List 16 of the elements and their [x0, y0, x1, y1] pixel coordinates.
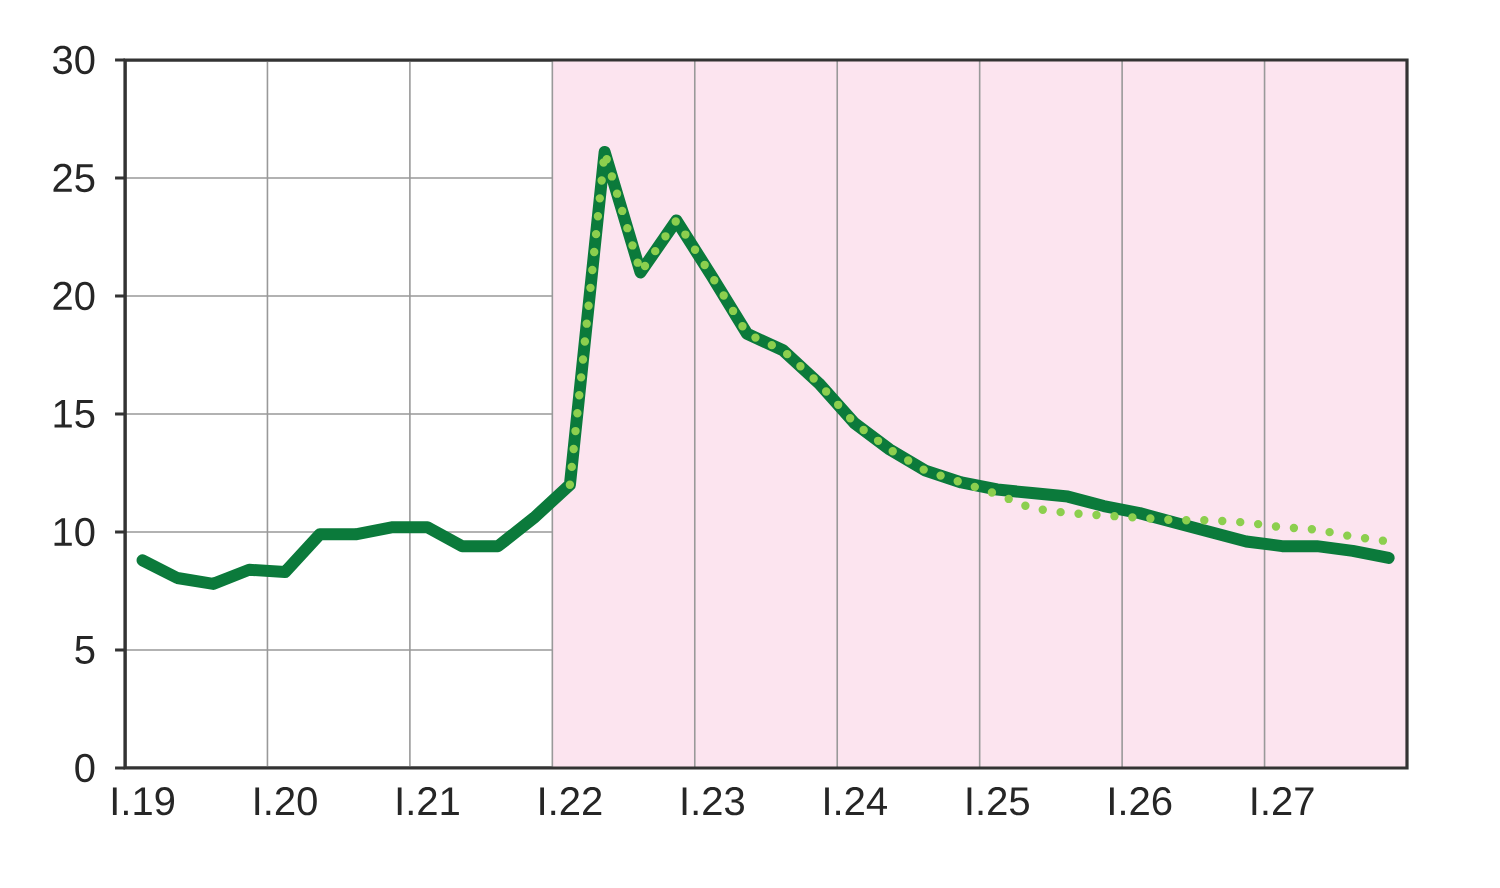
x-tick-label: I.26 — [1110, 787, 1172, 816]
y-tick-label: 5 — [75, 636, 95, 664]
x-tick-label: I.25 — [967, 787, 1029, 816]
y-tick-label: 15 — [54, 400, 95, 428]
x-tick-label: I.27 — [1252, 787, 1314, 815]
x-tick-label: I.19 — [112, 787, 175, 816]
x-tick-label: I.20 — [255, 787, 317, 816]
x-tick-label: I.21 — [397, 787, 459, 815]
x-tick-label: I.22 — [540, 787, 602, 815]
y-tick-label: 10 — [54, 517, 95, 547]
y-tick-label: 25 — [53, 163, 95, 193]
x-tick-label: I.23 — [682, 787, 744, 816]
y-tick-label: 0 — [75, 753, 95, 783]
y-tick-label: 30 — [53, 45, 95, 75]
x-tick-label: I.24 — [825, 787, 887, 815]
y-tick-label: 20 — [53, 281, 95, 311]
